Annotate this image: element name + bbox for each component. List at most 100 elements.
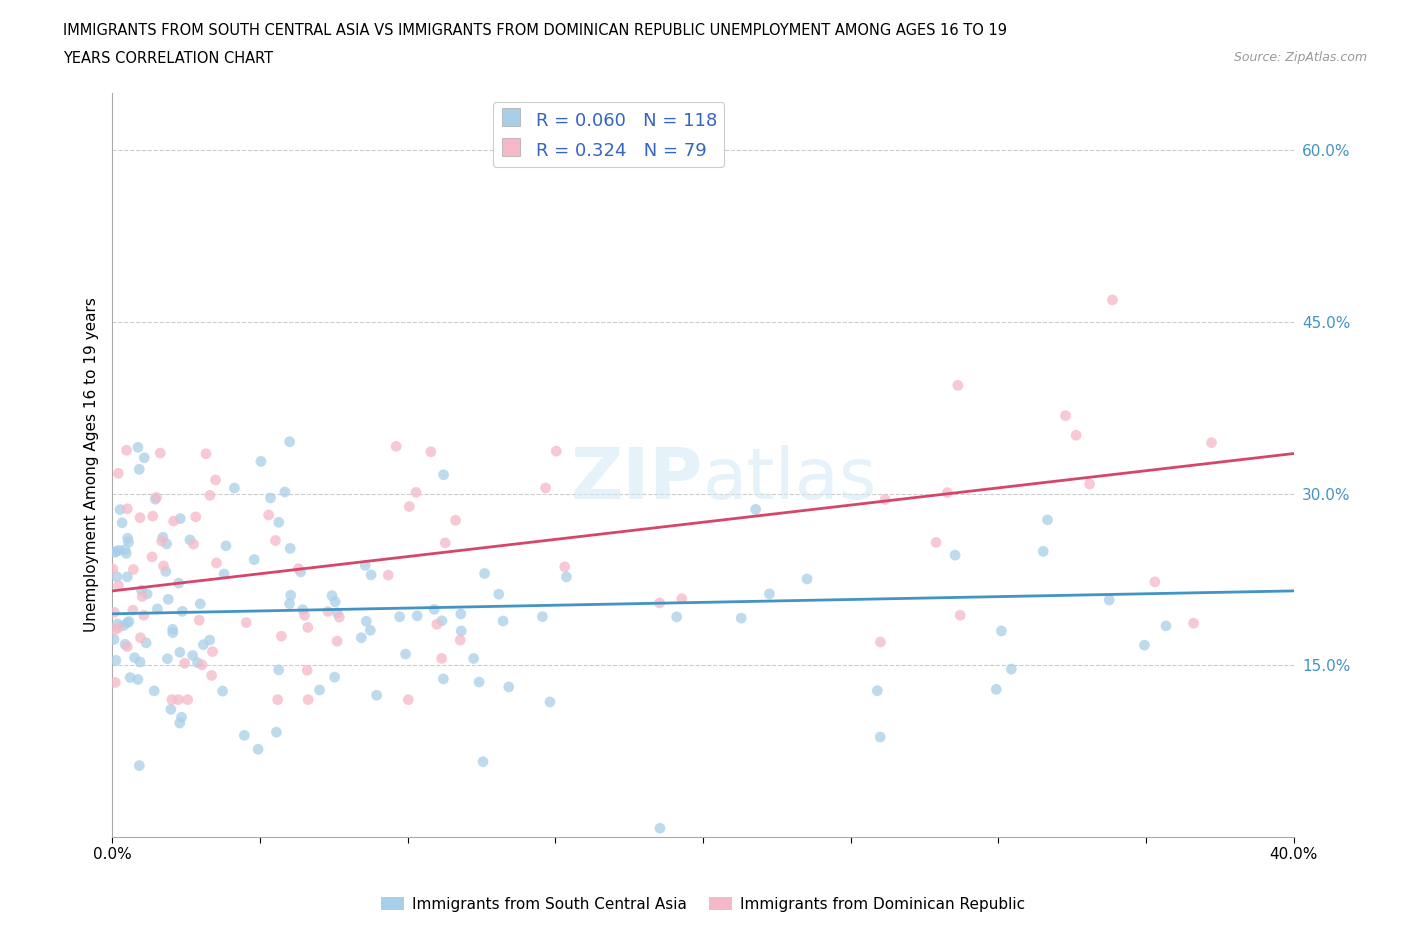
Point [117, 639, 139, 654]
Point [266, 724, 288, 739]
Point [169, 644, 191, 659]
Point [388, 609, 411, 624]
Point [267, 662, 290, 677]
Point [350, 631, 373, 645]
Point [183, 537, 205, 551]
Point [169, 512, 191, 526]
Point [936, 485, 959, 500]
Point [131, 589, 153, 604]
Point [546, 444, 568, 458]
Point [122, 603, 145, 618]
Point [162, 513, 184, 528]
Point [212, 566, 235, 581]
Point [328, 610, 350, 625]
Point [297, 692, 319, 707]
Point [107, 578, 129, 592]
Point [278, 596, 301, 611]
Y-axis label: Unemployment Among Ages 16 to 19 years: Unemployment Among Ages 16 to 19 years [83, 298, 98, 632]
Text: YEARS CORRELATION CHART: YEARS CORRELATION CHART [63, 51, 273, 66]
Point [150, 534, 173, 549]
Point [103, 604, 125, 619]
Point [117, 535, 139, 550]
Point [101, 562, 124, 577]
Point [449, 632, 471, 647]
Point [136, 587, 159, 602]
Point [107, 466, 129, 481]
Point [796, 572, 818, 587]
Point [671, 591, 693, 606]
Point [295, 663, 318, 678]
Point [104, 675, 127, 690]
Point [188, 613, 211, 628]
Point [107, 617, 129, 631]
Point [117, 501, 139, 516]
Text: Source: ZipAtlas.com: Source: ZipAtlas.com [1233, 51, 1367, 64]
Point [1098, 592, 1121, 607]
Point [129, 511, 152, 525]
Point [224, 481, 246, 496]
Point [534, 481, 557, 496]
Point [450, 606, 472, 621]
Point [875, 492, 897, 507]
Point [129, 631, 152, 645]
Point [191, 658, 214, 672]
Point [157, 591, 180, 606]
Point [294, 608, 316, 623]
Point [124, 650, 146, 665]
Point [1143, 575, 1166, 590]
Point [235, 615, 257, 630]
Point [744, 502, 766, 517]
Point [278, 541, 301, 556]
Point [398, 499, 420, 514]
Point [152, 530, 174, 545]
Point [115, 443, 138, 458]
Point [167, 576, 190, 591]
Point [290, 565, 312, 579]
Point [1000, 661, 1022, 676]
Point [1054, 408, 1077, 423]
Point [280, 588, 302, 603]
Point [450, 623, 472, 638]
Point [104, 622, 127, 637]
Point [117, 531, 139, 546]
Point [259, 490, 281, 505]
Point [169, 715, 191, 730]
Point [173, 656, 195, 671]
Point [430, 651, 453, 666]
Point [423, 602, 446, 617]
Point [146, 602, 169, 617]
Point [949, 608, 972, 623]
Point [406, 608, 429, 623]
Point [128, 462, 150, 477]
Point [152, 558, 174, 573]
Point [114, 542, 136, 557]
Point [359, 623, 381, 638]
Point [444, 512, 467, 527]
Point [195, 446, 218, 461]
Point [257, 508, 280, 523]
Point [233, 728, 256, 743]
Legend: Immigrants from South Central Asia, Immigrants from Dominican Republic: Immigrants from South Central Asia, Immi… [375, 890, 1031, 918]
Point [247, 742, 270, 757]
Point [120, 671, 142, 685]
Point [326, 633, 349, 648]
Point [1032, 544, 1054, 559]
Point [321, 588, 343, 603]
Point [104, 544, 127, 559]
Point [129, 655, 152, 670]
Point [122, 562, 145, 577]
Point [488, 587, 510, 602]
Point [115, 546, 138, 561]
Point [200, 668, 222, 683]
Point [316, 604, 339, 618]
Point [184, 510, 207, 525]
Point [162, 622, 184, 637]
Point [117, 569, 139, 584]
Point [201, 644, 224, 659]
Point [432, 671, 454, 686]
Point [149, 445, 172, 460]
Point [118, 614, 141, 629]
Point [266, 692, 288, 707]
Point [1101, 293, 1123, 308]
Point [105, 569, 128, 584]
